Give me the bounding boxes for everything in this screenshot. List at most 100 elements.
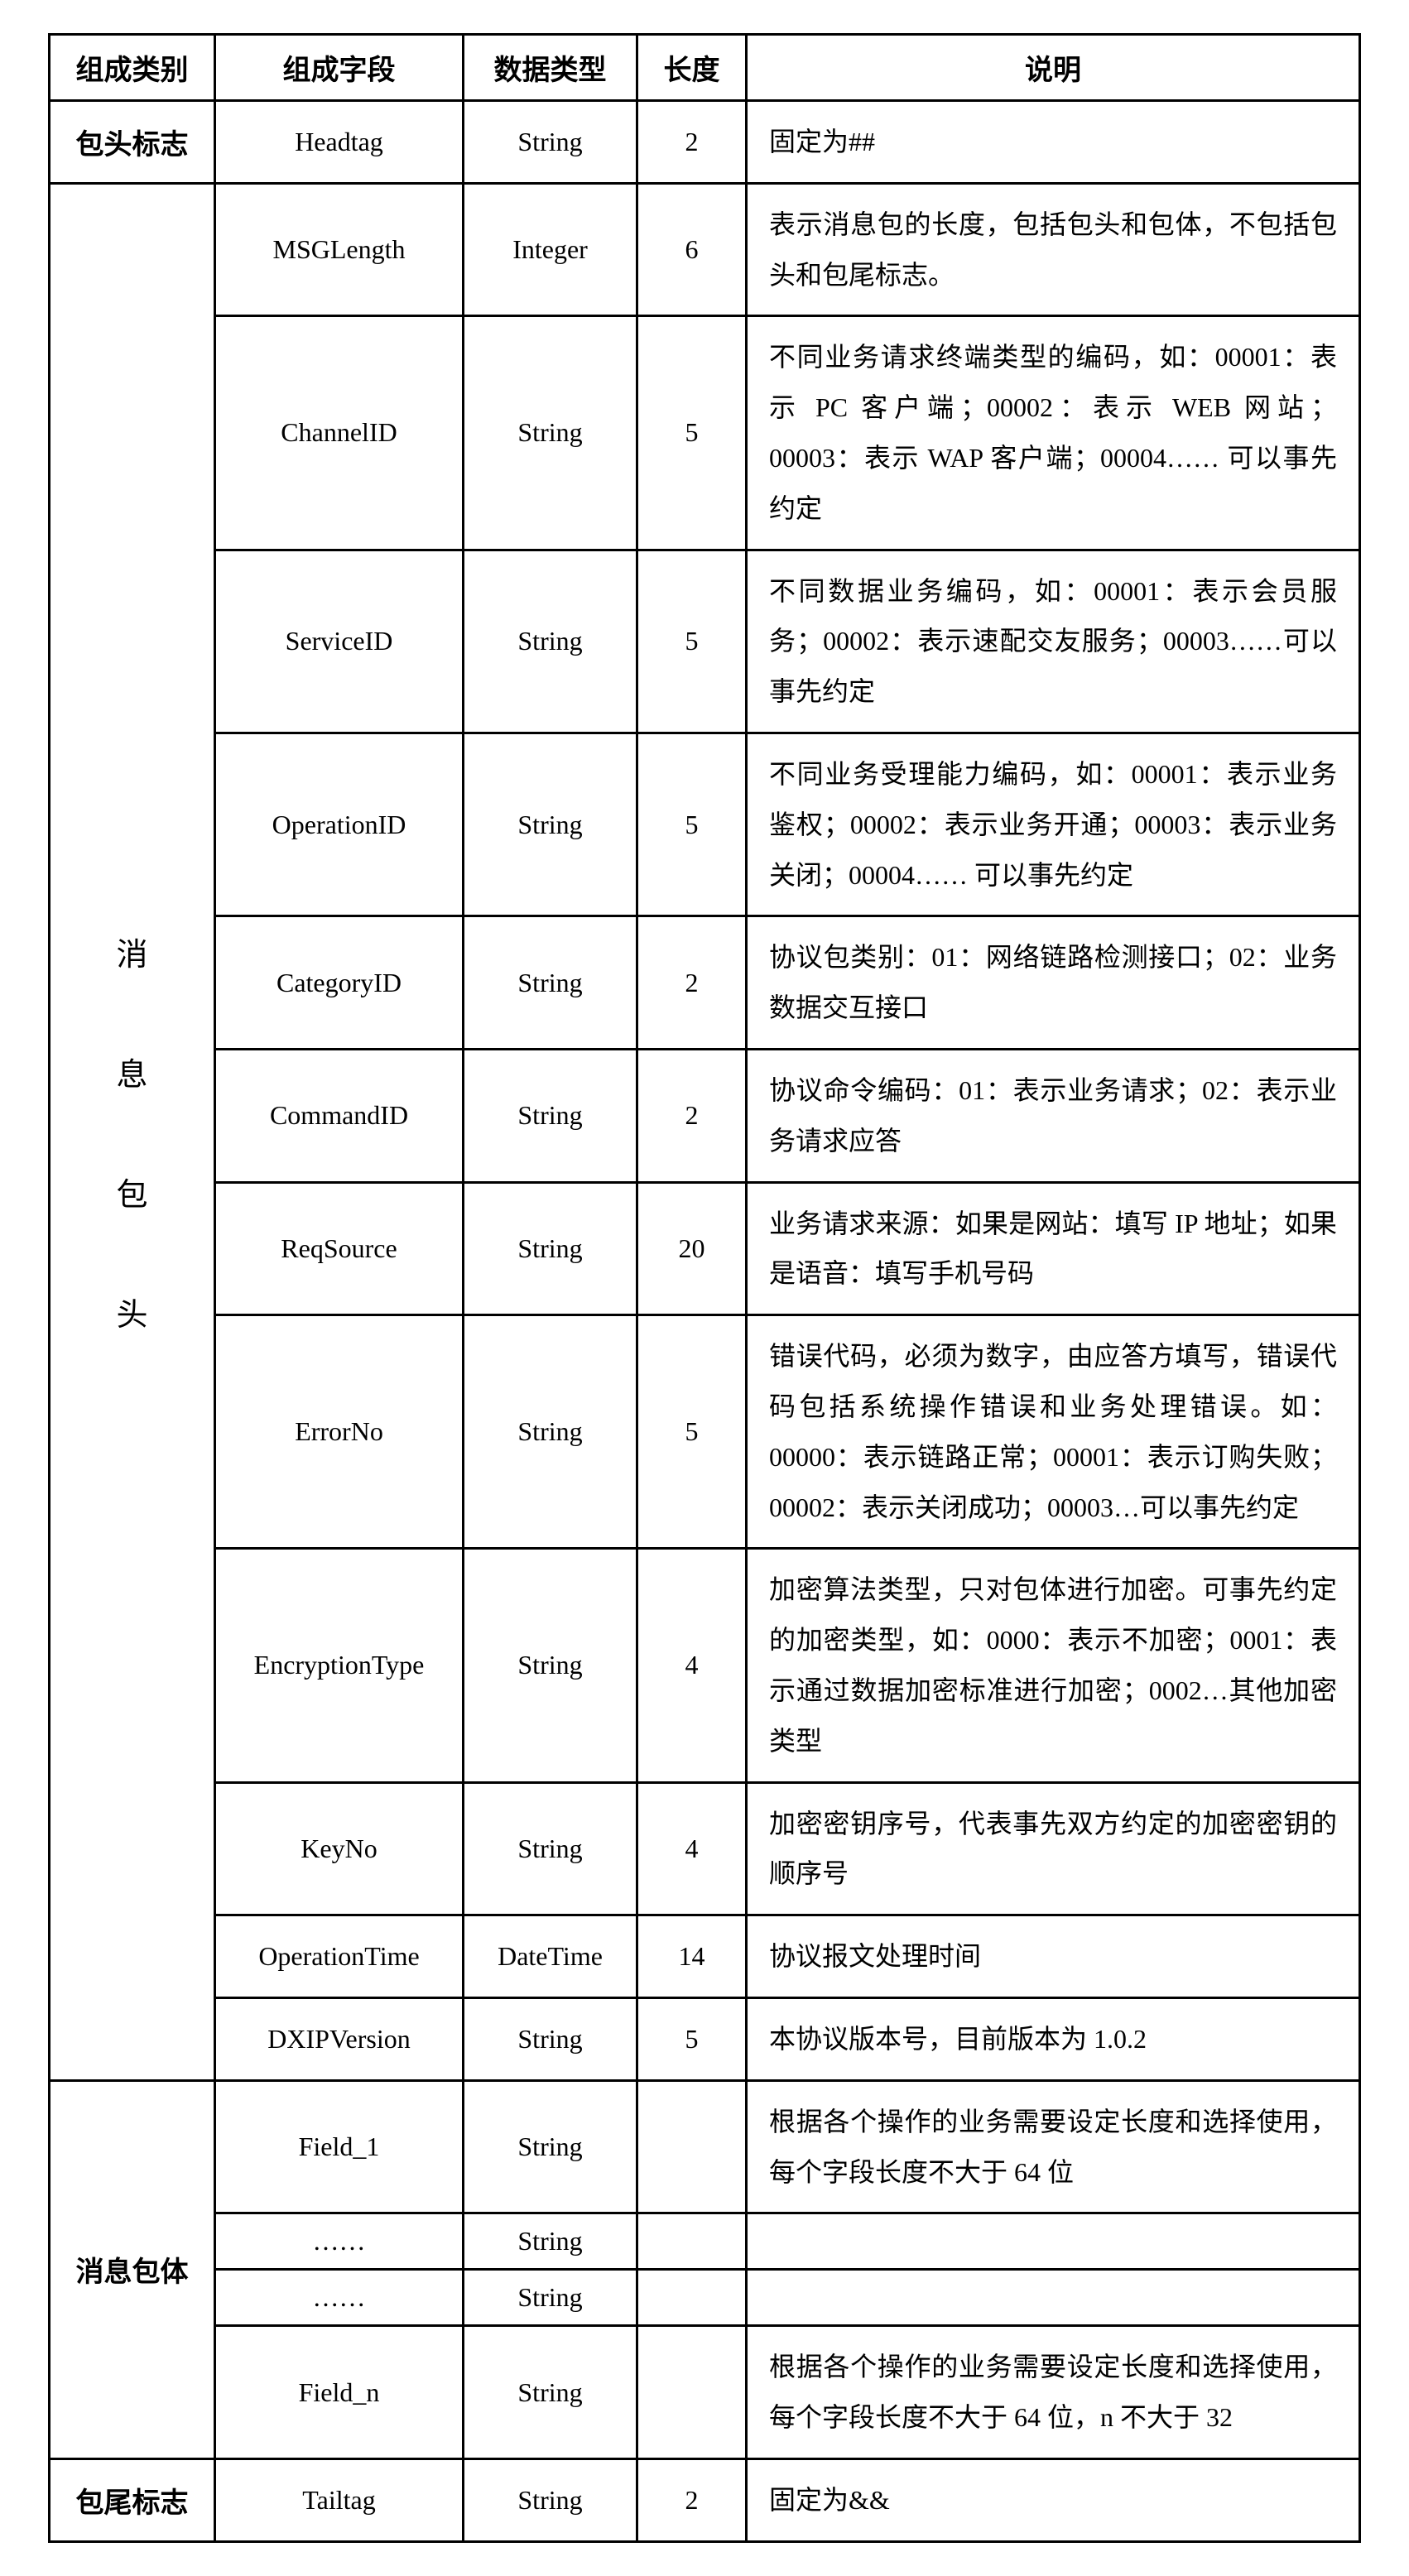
field-cell: ChannelID xyxy=(215,316,464,550)
field-cell: CategoryID xyxy=(215,916,464,1050)
type-cell: String xyxy=(464,1182,637,1315)
len-cell: 2 xyxy=(637,1049,747,1182)
field-cell: ReqSource xyxy=(215,1182,464,1315)
table-row: OperationID String 5 不同业务受理能力编码，如：00001：… xyxy=(50,733,1360,916)
desc-cell: 不同数据业务编码，如：00001：表示会员服务；00002：表示速配交友服务；0… xyxy=(747,550,1360,733)
category-cell: 包尾标志 xyxy=(50,2458,215,2541)
table-row: ErrorNo String 5 错误代码，必须为数字，由应答方填写，错误代码包… xyxy=(50,1315,1360,1549)
desc-cell: 根据各个操作的业务需要设定长度和选择使用，每个字段长度不大于 64 位 xyxy=(747,2080,1360,2213)
type-cell: Integer xyxy=(464,183,637,316)
desc-cell: 业务请求来源：如果是网站：填写 IP 地址；如果是语音：填写手机号码 xyxy=(747,1182,1360,1315)
type-cell: String xyxy=(464,1997,637,2080)
col-header-desc: 说明 xyxy=(747,35,1360,101)
vcat-char: 消 xyxy=(116,929,147,974)
desc-cell: 根据各个操作的业务需要设定长度和选择使用，每个字段长度不大于 64 位，n 不大… xyxy=(747,2326,1360,2459)
desc-cell: 协议报文处理时间 xyxy=(747,1915,1360,1998)
len-cell: 5 xyxy=(637,733,747,916)
type-cell: String xyxy=(464,733,637,916)
table-row: Field_n String 根据各个操作的业务需要设定长度和选择使用，每个字段… xyxy=(50,2326,1360,2459)
desc-cell: 不同业务请求终端类型的编码，如：00001：表示 PC 客户端；00002：表示… xyxy=(747,316,1360,550)
len-cell: 20 xyxy=(637,1182,747,1315)
len-cell: 4 xyxy=(637,1782,747,1915)
type-cell: String xyxy=(464,2326,637,2459)
table-row: 包尾标志 Tailtag String 2 固定为&& xyxy=(50,2458,1360,2541)
desc-cell: 加密算法类型，只对包体进行加密。可事先约定的加密类型，如：0000：表示不加密；… xyxy=(747,1549,1360,1782)
field-cell: Field_1 xyxy=(215,2080,464,2213)
field-cell: MSGLength xyxy=(215,183,464,316)
protocol-spec-table: 组成类别 组成字段 数据类型 长度 说明 包头标志 Headtag String… xyxy=(48,33,1361,2543)
field-cell: OperationTime xyxy=(215,1915,464,1998)
len-cell xyxy=(637,2213,747,2270)
desc-cell: 固定为## xyxy=(747,101,1360,184)
table-row: ServiceID String 5 不同数据业务编码，如：00001：表示会员… xyxy=(50,550,1360,733)
len-cell: 5 xyxy=(637,316,747,550)
col-header-length: 长度 xyxy=(637,35,747,101)
desc-cell: 不同业务受理能力编码，如：00001：表示业务鉴权；00002：表示业务开通；0… xyxy=(747,733,1360,916)
vcat-char: 头 xyxy=(116,1289,147,1334)
category-cell-msg-body: 消息包体 xyxy=(50,2080,215,2458)
table-row: 消息包体 Field_1 String 根据各个操作的业务需要设定长度和选择使用… xyxy=(50,2080,1360,2213)
table-row: OperationTime DateTime 14 协议报文处理时间 xyxy=(50,1915,1360,1998)
field-cell: OperationID xyxy=(215,733,464,916)
len-cell: 5 xyxy=(637,550,747,733)
field-cell: DXIPVersion xyxy=(215,1997,464,2080)
len-cell: 4 xyxy=(637,1549,747,1782)
desc-cell: 协议包类别：01：网络链路检测接口；02：业务数据交互接口 xyxy=(747,916,1360,1050)
type-cell: DateTime xyxy=(464,1915,637,1998)
col-header-category: 组成类别 xyxy=(50,35,215,101)
category-cell-msg-header: 消 息 包 头 xyxy=(50,183,215,2080)
desc-cell xyxy=(747,2270,1360,2326)
table-row: ChannelID String 5 不同业务请求终端类型的编码，如：00001… xyxy=(50,316,1360,550)
len-cell: 5 xyxy=(637,1997,747,2080)
table-row: CommandID String 2 协议命令编码：01：表示业务请求；02：表… xyxy=(50,1049,1360,1182)
type-cell: String xyxy=(464,1549,637,1782)
type-cell: String xyxy=(464,550,637,733)
type-cell: String xyxy=(464,2213,637,2270)
col-header-type: 数据类型 xyxy=(464,35,637,101)
field-cell: …… xyxy=(215,2213,464,2270)
table-row: CategoryID String 2 协议包类别：01：网络链路检测接口；02… xyxy=(50,916,1360,1050)
desc-cell: 加密密钥序号，代表事先双方约定的加密密钥的顺序号 xyxy=(747,1782,1360,1915)
type-cell: String xyxy=(464,101,637,184)
type-cell: String xyxy=(464,316,637,550)
len-cell xyxy=(637,2326,747,2459)
len-cell xyxy=(637,2080,747,2213)
table-row: EncryptionType String 4 加密算法类型，只对包体进行加密。… xyxy=(50,1549,1360,1782)
len-cell: 2 xyxy=(637,916,747,1050)
len-cell: 14 xyxy=(637,1915,747,1998)
type-cell: String xyxy=(464,2458,637,2541)
table-row: 消 息 包 头 MSGLength Integer 6 表示消息包的长度，包括包… xyxy=(50,183,1360,316)
table-header-row: 组成类别 组成字段 数据类型 长度 说明 xyxy=(50,35,1360,101)
desc-cell xyxy=(747,2213,1360,2270)
len-cell: 5 xyxy=(637,1315,747,1549)
table-row: KeyNo String 4 加密密钥序号，代表事先双方约定的加密密钥的顺序号 xyxy=(50,1782,1360,1915)
type-cell: String xyxy=(464,1315,637,1549)
type-cell: String xyxy=(464,2270,637,2326)
col-header-field: 组成字段 xyxy=(215,35,464,101)
len-cell xyxy=(637,2270,747,2326)
desc-cell: 错误代码，必须为数字，由应答方填写，错误代码包括系统操作错误和业务处理错误。如：… xyxy=(747,1315,1360,1549)
desc-cell: 固定为&& xyxy=(747,2458,1360,2541)
field-cell: ErrorNo xyxy=(215,1315,464,1549)
len-cell: 2 xyxy=(637,2458,747,2541)
desc-cell: 表示消息包的长度，包括包头和包体，不包括包头和包尾标志。 xyxy=(747,183,1360,316)
field-cell: Field_n xyxy=(215,2326,464,2459)
field-cell: KeyNo xyxy=(215,1782,464,1915)
field-cell: CommandID xyxy=(215,1049,464,1182)
field-cell: …… xyxy=(215,2270,464,2326)
desc-cell: 本协议版本号，目前版本为 1.0.2 xyxy=(747,1997,1360,2080)
len-cell: 2 xyxy=(637,101,747,184)
vcat-char: 息 xyxy=(116,1049,147,1094)
field-cell: Tailtag xyxy=(215,2458,464,2541)
type-cell: String xyxy=(464,916,637,1050)
type-cell: String xyxy=(464,1782,637,1915)
vcat-char: 包 xyxy=(116,1169,147,1214)
table-row: …… String xyxy=(50,2270,1360,2326)
table-row: DXIPVersion String 5 本协议版本号，目前版本为 1.0.2 xyxy=(50,1997,1360,2080)
field-cell: Headtag xyxy=(215,101,464,184)
desc-cell: 协议命令编码：01：表示业务请求；02：表示业务请求应答 xyxy=(747,1049,1360,1182)
len-cell: 6 xyxy=(637,183,747,316)
field-cell: ServiceID xyxy=(215,550,464,733)
table-row: ReqSource String 20 业务请求来源：如果是网站：填写 IP 地… xyxy=(50,1182,1360,1315)
table-row: 包头标志 Headtag String 2 固定为## xyxy=(50,101,1360,184)
